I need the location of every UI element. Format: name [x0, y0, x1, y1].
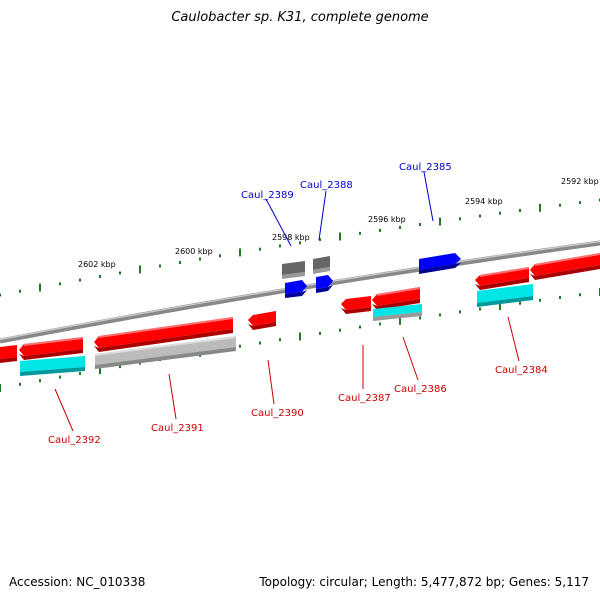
cds-caul-2384[interactable]	[477, 284, 533, 307]
tick-label-2598: 2598 kbp	[272, 233, 310, 242]
map-title: Caulobacter sp. K31, complete genome	[171, 10, 429, 25]
gene-label-caul-2386[interactable]: Caul_2386	[394, 384, 447, 395]
tick-label-2594: 2594 kbp	[465, 197, 503, 206]
gene-label-caul-2385[interactable]: Caul_2385	[399, 162, 452, 173]
gene-label-caul-2388[interactable]: Caul_2388	[300, 180, 353, 191]
gene-label-caul-2392[interactable]: Caul_2392	[48, 435, 101, 446]
gene-label-caul-2384[interactable]: Caul_2384	[495, 365, 548, 376]
gene-caul-2390[interactable]	[248, 311, 276, 330]
tick-label-2602: 2602 kbp	[78, 260, 116, 269]
inner-tick-track	[0, 288, 600, 392]
pseudo-caul-2391[interactable]	[95, 336, 236, 369]
cds-caul-2392[interactable]	[20, 356, 85, 376]
genome-summary-text: Topology: circular; Length: 5,477,872 bp…	[259, 575, 589, 589]
accession-text: Accession: NC_010338	[9, 575, 146, 589]
gene-caul-2389[interactable]	[285, 280, 307, 298]
gene-caul-2385[interactable]	[419, 253, 461, 274]
gene-label-caul-2389[interactable]: Caul_2389	[241, 190, 294, 201]
gene-forward-right-edge[interactable]	[530, 253, 600, 280]
gene-label-caul-2390[interactable]: Caul_2390	[251, 408, 304, 419]
gene-caul-2388-gray[interactable]	[313, 256, 330, 274]
cds-caul-2386[interactable]	[373, 304, 422, 321]
gene-label-caul-2391[interactable]: Caul_2391	[151, 423, 204, 434]
gene-caul-2384[interactable]	[475, 267, 529, 290]
gene-caul-2392[interactable]	[19, 337, 83, 360]
outer-tick-track	[0, 198, 600, 297]
tick-label-2592: 2592 kbp	[561, 177, 599, 186]
gene-caul-2389-gray[interactable]	[282, 261, 305, 279]
tick-label-2596: 2596 kbp	[368, 215, 406, 224]
gene-caul-2386[interactable]	[372, 287, 420, 310]
gene-caul-2387[interactable]	[341, 296, 371, 314]
tick-label-2600: 2600 kbp	[175, 247, 213, 256]
gene-caul-2391[interactable]	[94, 317, 233, 352]
gene-caul-2388[interactable]	[316, 275, 333, 293]
callout-lines	[54, 171, 520, 432]
gene-forward-left-edge[interactable]	[0, 345, 17, 363]
gene-label-caul-2387[interactable]: Caul_2387	[338, 393, 391, 404]
